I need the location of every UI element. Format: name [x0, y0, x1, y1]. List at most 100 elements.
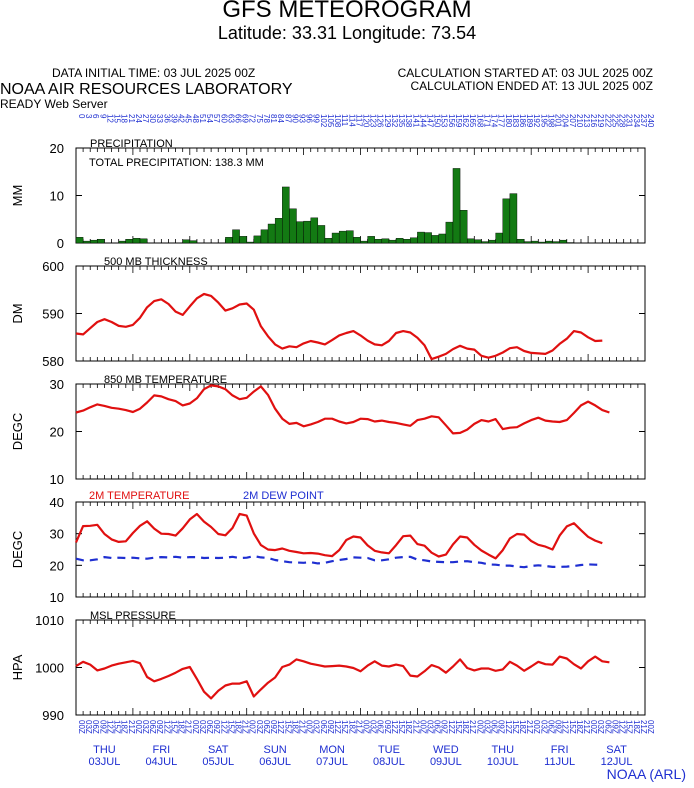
- day-label: WED: [433, 744, 459, 756]
- bottom-hour-label: 12Z: [162, 720, 171, 734]
- top-hour-label: 99: [312, 114, 321, 123]
- panel-title: MSL PRESSURE: [90, 610, 176, 622]
- bottom-hour-label: 21Z: [241, 720, 250, 734]
- y-tick-label: 20: [50, 558, 64, 573]
- date-label: 04JUL: [145, 756, 177, 768]
- bottom-hour-label: 18Z: [177, 720, 186, 734]
- precip-bar: [303, 220, 311, 244]
- precip-bar: [502, 198, 511, 244]
- top-hour-label: 189: [525, 114, 534, 128]
- calculation-ended: CALCULATION ENDED AT: 13 JUL 2025 00Z: [410, 79, 653, 93]
- y-tick-label: 600: [42, 259, 64, 274]
- top-hour-label: 30: [148, 114, 157, 123]
- bottom-hour-label: 06Z: [205, 720, 214, 734]
- precip-bar: [459, 210, 468, 244]
- top-hour-label: 180: [504, 114, 513, 128]
- top-hour-label: 93: [297, 114, 306, 123]
- bottom-hour-label: 09Z: [269, 720, 278, 734]
- top-hour-label: 24: [134, 114, 143, 123]
- series-line: [75, 384, 610, 435]
- bottom-hour-label: 15Z: [511, 720, 520, 734]
- top-hour-label: 15: [113, 114, 122, 123]
- top-hour-label: 3: [84, 114, 93, 119]
- y-axis-label: DEGC: [10, 531, 25, 569]
- top-hour-label: 84: [276, 114, 285, 123]
- top-hour-label: 171: [482, 114, 491, 128]
- precip-bar: [402, 238, 411, 244]
- top-hour-label: 69: [241, 114, 250, 123]
- bottom-hour-label: 18Z: [575, 720, 584, 734]
- precip-bar: [410, 237, 418, 244]
- day-label: TUE: [378, 744, 400, 756]
- precip-bar: [552, 241, 560, 244]
- bottom-hour-label: 03Z: [482, 720, 491, 734]
- temperature-line: [74, 512, 603, 560]
- top-hour-label: 60: [219, 114, 228, 123]
- top-hour-label: 210: [575, 114, 584, 128]
- date-label: 08JUL: [373, 756, 405, 768]
- top-hour-label: 54: [205, 114, 214, 123]
- panel-title: 500 MB THICKNESS: [104, 256, 208, 268]
- y-tick-label: 10: [50, 189, 64, 204]
- bottom-hour-label: 03Z: [369, 720, 378, 734]
- bottom-hour-label: 21Z: [127, 720, 136, 734]
- bottom-hour-label: 09Z: [212, 720, 221, 734]
- top-hour-label: 102: [319, 114, 328, 128]
- precip-bar: [545, 240, 553, 244]
- top-hour-label: 9: [98, 114, 107, 119]
- bottom-hour-label: 21Z: [411, 720, 420, 734]
- top-hour-label: 174: [490, 114, 499, 128]
- top-hour-label: 207: [568, 114, 577, 128]
- top-hour-label: 6: [91, 114, 100, 119]
- bottom-hour-label: 00Z: [475, 720, 484, 734]
- precip-bar: [97, 238, 105, 244]
- precip-bar: [417, 231, 425, 244]
- day-label: THU: [93, 744, 116, 756]
- date-label: 06JUL: [259, 756, 291, 768]
- bottom-hour-label: 15Z: [169, 720, 178, 734]
- top-hour-label: 156: [447, 114, 456, 128]
- y-tick-label: 0: [57, 236, 64, 251]
- top-hour-label: 159: [454, 114, 463, 128]
- precip-bar: [523, 241, 532, 244]
- bottom-hour-label: 21Z: [184, 720, 193, 734]
- footer-credit: NOAA (ARL): [606, 766, 686, 782]
- top-hour-label: 57: [212, 114, 221, 123]
- bottom-hour-label: 00Z: [305, 720, 314, 734]
- bottom-hour-label: 09Z: [98, 720, 107, 734]
- y-tick-label: 40: [50, 495, 64, 510]
- bottom-hour-label: 00Z: [248, 720, 257, 734]
- top-hour-label: 42: [177, 114, 186, 123]
- bottom-hour-label: 06Z: [546, 720, 555, 734]
- top-hour-label: 90: [290, 114, 299, 123]
- date-label: 03JUL: [89, 756, 121, 768]
- panel-frame: [75, 501, 646, 598]
- bottom-hour-label: 18Z: [347, 720, 356, 734]
- day-label: THU: [491, 744, 514, 756]
- precip-bar: [225, 237, 233, 244]
- top-hour-label: 177: [497, 114, 506, 128]
- top-hour-label: 33: [155, 114, 164, 123]
- precip-bar: [274, 218, 283, 244]
- top-hour-label: 75: [255, 114, 264, 123]
- bottom-hour-label: 03Z: [312, 720, 321, 734]
- y-tick-label: 10: [50, 472, 64, 487]
- y-axis-label: DM: [10, 303, 25, 323]
- precip-bar: [267, 223, 276, 244]
- top-hour-label: 111: [340, 114, 349, 127]
- top-hour-label: 63: [226, 114, 235, 123]
- top-hour-label: 144: [418, 114, 427, 128]
- latitude-longitude: Latitude: 33.31 Longitude: 73.54: [217, 23, 477, 43]
- precip-bar: [289, 208, 297, 244]
- panel-frame: [75, 619, 646, 716]
- precip-bar: [182, 239, 191, 244]
- top-hour-label: 96: [305, 114, 314, 123]
- precip-bar: [424, 232, 432, 244]
- top-hour-label: 105: [326, 114, 335, 128]
- bottom-hour-label: 06Z: [148, 720, 157, 734]
- lab-name: NOAA AIR RESOURCES LABORATORY: [0, 81, 293, 98]
- precip-bar: [338, 230, 347, 244]
- bottom-hour-label: 03Z: [255, 720, 264, 734]
- y-tick-label: 30: [50, 377, 64, 392]
